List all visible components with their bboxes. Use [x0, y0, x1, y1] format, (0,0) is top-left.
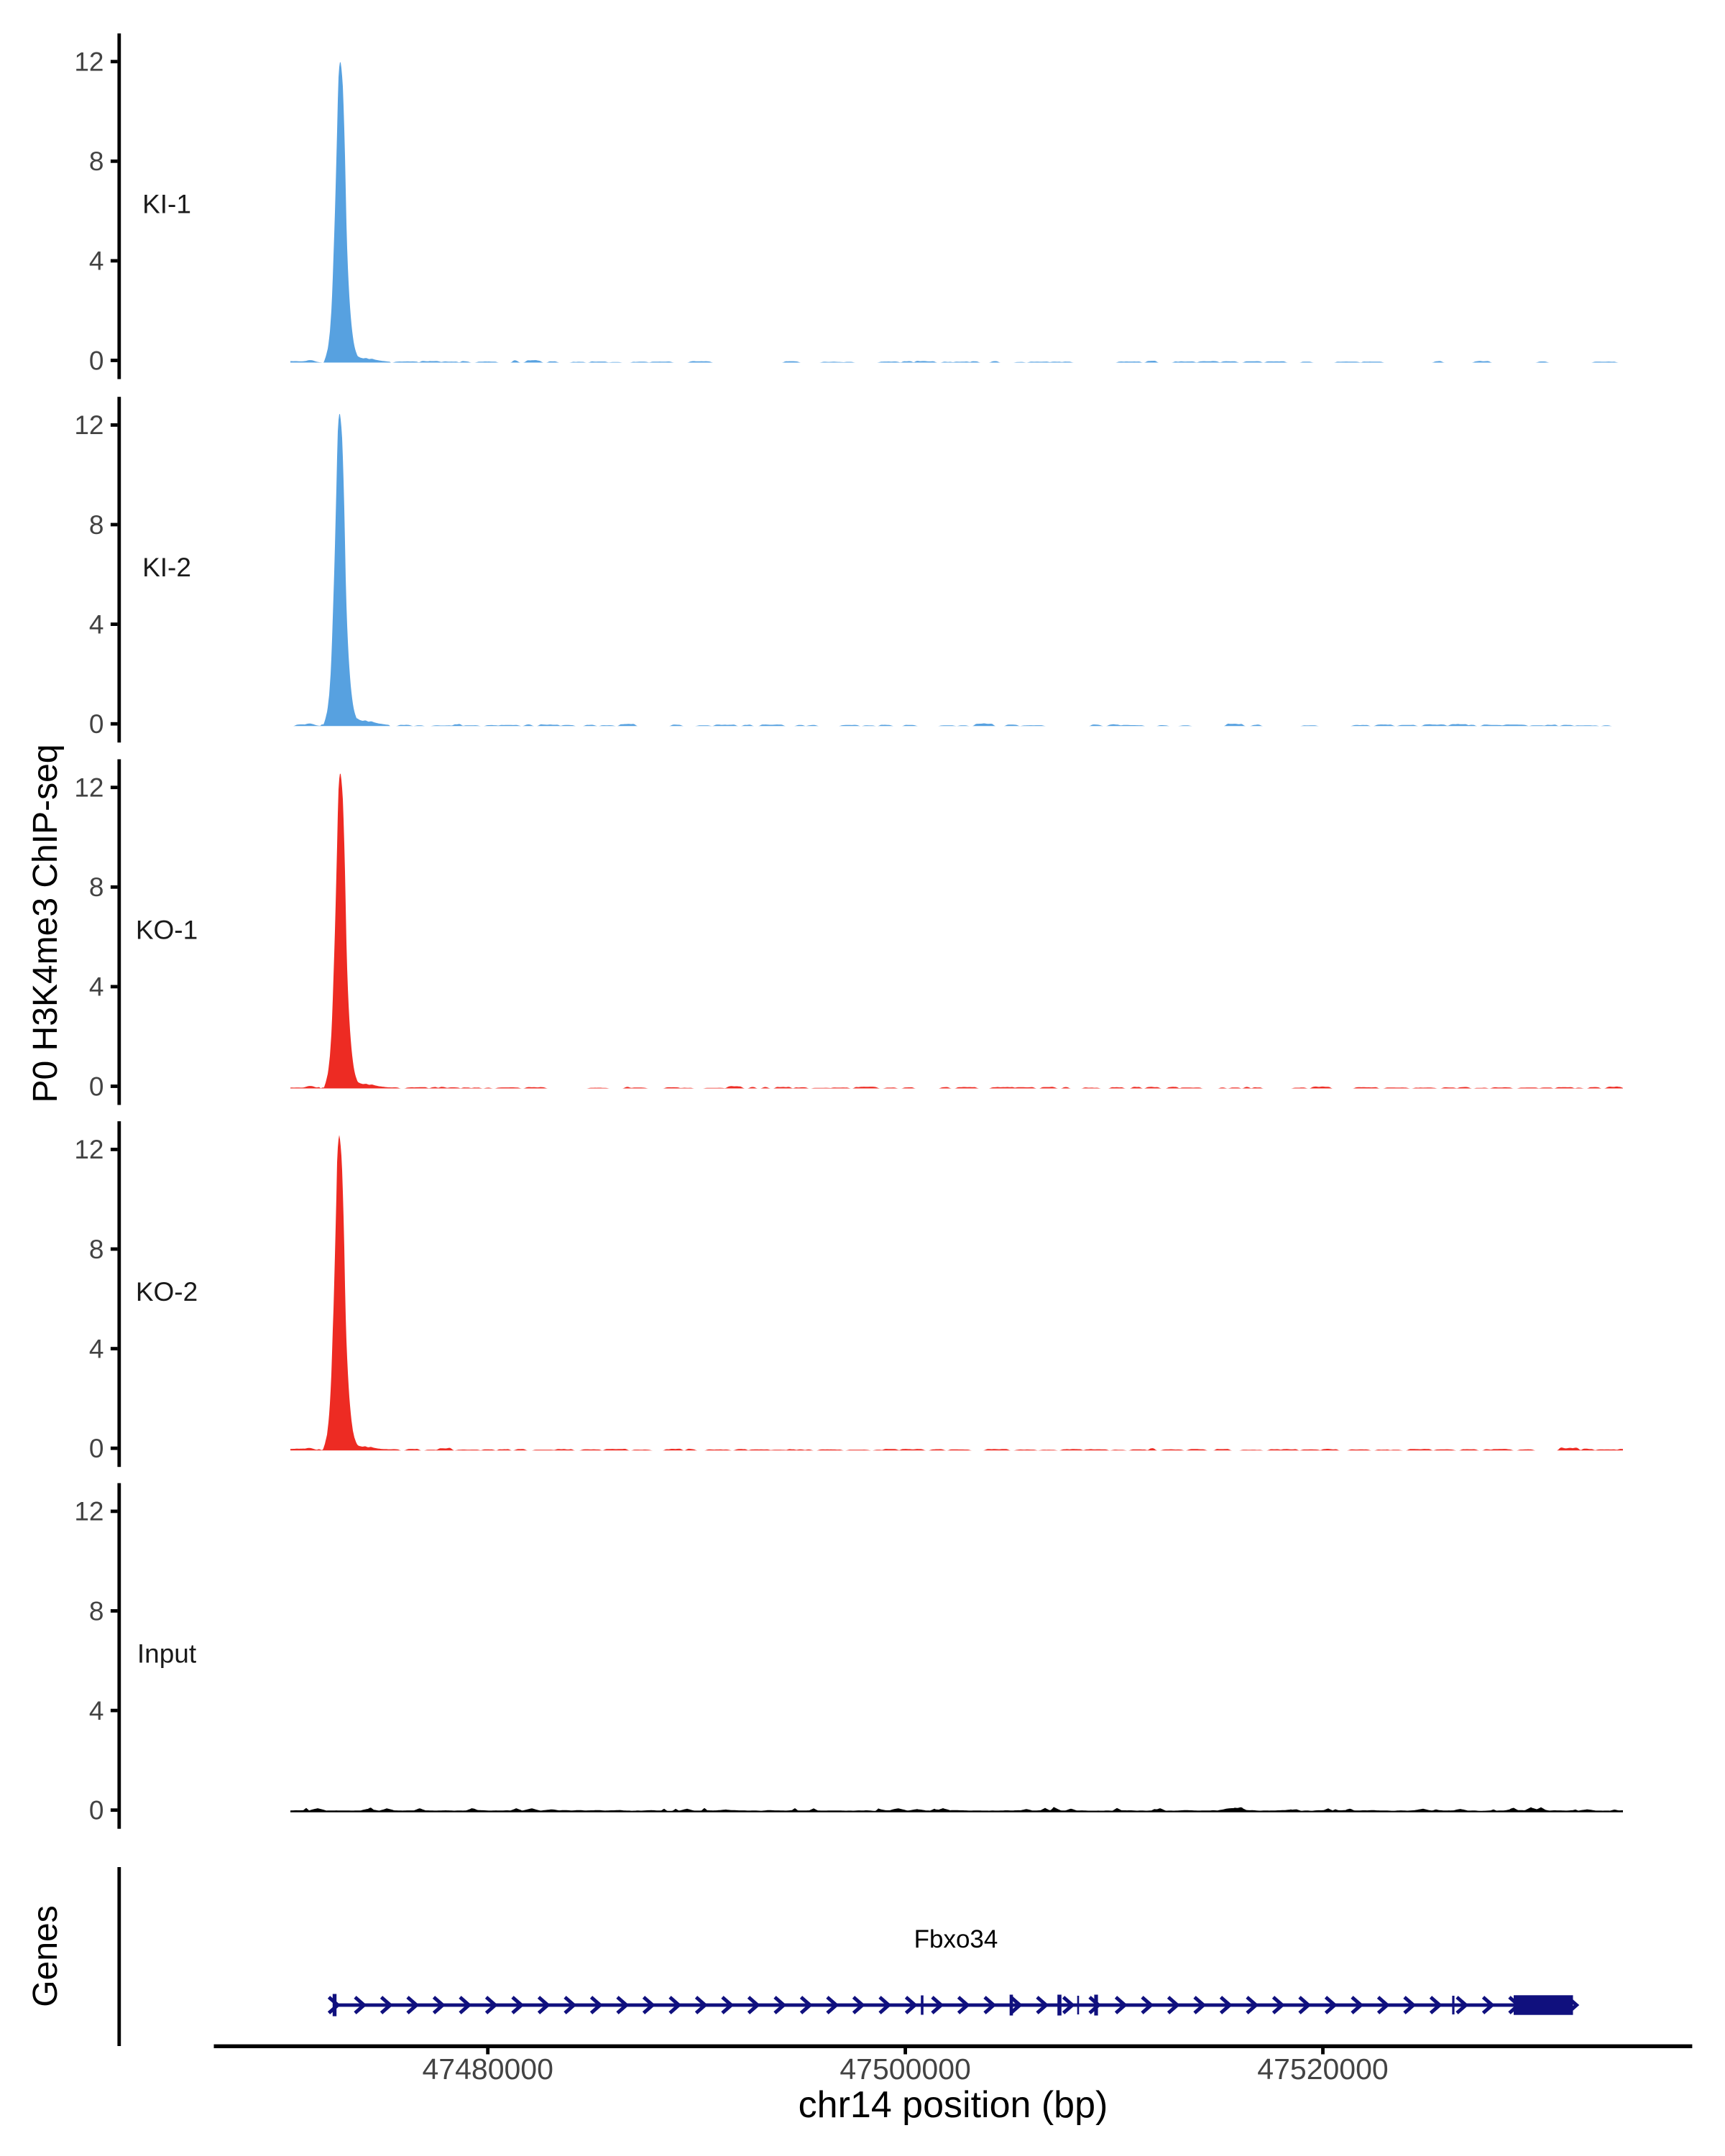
svg-text:12: 12: [74, 410, 104, 440]
svg-text:KO-1: KO-1: [136, 916, 198, 945]
svg-text:12: 12: [74, 1497, 104, 1526]
svg-text:0: 0: [89, 346, 104, 375]
svg-text:KI-1: KI-1: [142, 190, 191, 219]
svg-text:P0 H3K4me3 ChIP-seq: P0 H3K4me3 ChIP-seq: [27, 745, 65, 1103]
svg-text:8: 8: [89, 872, 104, 902]
svg-text:4: 4: [89, 1334, 104, 1363]
svg-text:8: 8: [89, 147, 104, 176]
svg-text:8: 8: [89, 1235, 104, 1264]
svg-text:12: 12: [74, 47, 104, 77]
svg-text:8: 8: [89, 510, 104, 540]
svg-text:0: 0: [89, 1434, 104, 1463]
svg-text:Genes: Genes: [27, 1905, 65, 2007]
svg-text:47500000: 47500000: [840, 2053, 970, 2086]
svg-text:0: 0: [89, 1796, 104, 1825]
svg-text:4: 4: [89, 1696, 104, 1726]
svg-text:KI-2: KI-2: [142, 553, 191, 582]
svg-text:0: 0: [89, 1072, 104, 1101]
svg-text:0: 0: [89, 709, 104, 739]
svg-text:KO-2: KO-2: [136, 1277, 198, 1307]
svg-text:4: 4: [89, 247, 104, 276]
svg-text:Input: Input: [137, 1639, 197, 1669]
svg-text:chr14 position (bp): chr14 position (bp): [799, 2084, 1108, 2126]
svg-text:4: 4: [89, 609, 104, 639]
svg-text:47480000: 47480000: [422, 2053, 553, 2086]
svg-text:47520000: 47520000: [1257, 2053, 1388, 2086]
svg-text:4: 4: [89, 972, 104, 1002]
svg-text:12: 12: [74, 773, 104, 803]
svg-text:Fbxo34: Fbxo34: [914, 1925, 998, 1953]
svg-text:8: 8: [89, 1596, 104, 1626]
svg-text:12: 12: [74, 1135, 104, 1164]
